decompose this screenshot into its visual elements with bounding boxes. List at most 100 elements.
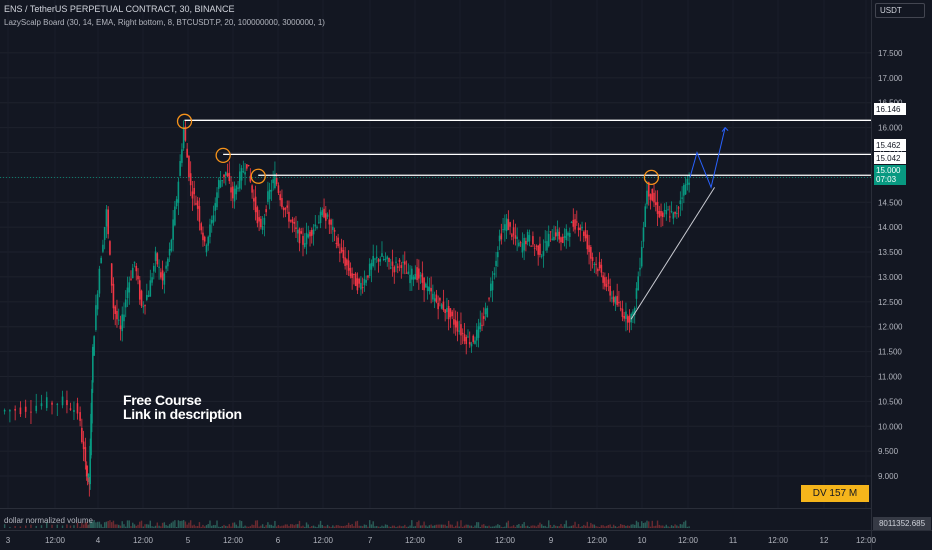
- volume-bar: [586, 521, 589, 528]
- volume-bar: [177, 520, 180, 528]
- candle-body: [230, 187, 232, 193]
- candle-body: [237, 187, 239, 189]
- volume-bar: [353, 526, 355, 528]
- candle-body: [165, 265, 167, 269]
- volume-bar: [116, 524, 118, 528]
- volume-bar: [549, 524, 552, 528]
- volume-bar: [574, 521, 576, 528]
- volume-bar: [323, 526, 325, 528]
- candle-body: [140, 290, 143, 306]
- candle-body: [616, 296, 618, 305]
- candle-body: [370, 262, 373, 270]
- candle-body: [442, 301, 445, 310]
- candle-body: [302, 236, 304, 245]
- volume-bar: [665, 524, 668, 528]
- volume-bar: [209, 520, 211, 528]
- candle-body: [135, 265, 138, 272]
- volume-bar: [225, 525, 227, 528]
- candle-body: [73, 409, 75, 412]
- volume-bar: [121, 521, 123, 528]
- candle-body: [86, 473, 89, 477]
- candle-body: [142, 306, 145, 308]
- candle-body: [447, 306, 450, 320]
- volume-bar: [509, 526, 511, 528]
- volume-bar: [184, 521, 187, 528]
- volume-bar: [581, 526, 583, 528]
- volume-bar: [614, 526, 617, 528]
- candle-body: [205, 245, 208, 253]
- candle-body: [669, 216, 671, 218]
- volume-bar: [340, 525, 343, 528]
- volume-bar: [377, 526, 380, 528]
- candle-body: [160, 272, 162, 278]
- x-tick-label: 12:00: [768, 536, 789, 545]
- volume-bar: [523, 522, 525, 528]
- volume-bar: [370, 524, 373, 528]
- x-tick-label: 12:00: [45, 536, 66, 545]
- candle-body: [296, 229, 299, 234]
- volume-bar: [142, 526, 144, 528]
- x-tick-label: 12:00: [495, 536, 516, 545]
- volume-bar: [451, 524, 453, 528]
- volume-bar: [577, 524, 580, 528]
- volume-bar: [154, 525, 157, 528]
- candle-body: [414, 273, 417, 280]
- candle-body: [460, 324, 462, 336]
- candle-body: [203, 236, 206, 242]
- candle-body: [418, 268, 420, 279]
- volume-bar: [535, 526, 538, 528]
- volume-bar: [307, 524, 309, 528]
- volume-bar: [465, 524, 467, 528]
- candle-body: [549, 231, 552, 233]
- volume-bar: [418, 520, 420, 528]
- candle-body: [386, 256, 389, 259]
- candle-body: [61, 396, 64, 406]
- volume-bar: [133, 524, 136, 528]
- candle-body: [295, 227, 297, 229]
- candle-body: [289, 220, 292, 222]
- indicator-legend[interactable]: LazyScalp Board (30, 14, EMA, Right bott…: [4, 18, 325, 27]
- volume-bar: [300, 526, 302, 528]
- volume-bar: [495, 525, 497, 528]
- candle-body: [495, 260, 497, 267]
- candle-body: [388, 257, 390, 262]
- candle-body: [310, 230, 313, 236]
- candle-body: [465, 336, 468, 345]
- volume-bar: [361, 526, 364, 528]
- volume-bar: [175, 526, 178, 528]
- candle-body: [14, 408, 16, 411]
- candle-body: [521, 243, 524, 253]
- candle-body: [511, 234, 513, 237]
- candle-body: [309, 231, 311, 237]
- candle-body: [233, 188, 236, 202]
- candle-body: [300, 231, 303, 234]
- volume-bar: [321, 525, 324, 528]
- candle-body: [323, 208, 325, 218]
- candle-body: [407, 271, 410, 274]
- candle-body: [558, 231, 561, 240]
- volume-bar: [405, 526, 408, 528]
- volume-bar: [297, 524, 299, 528]
- volume-bar: [363, 524, 366, 528]
- volume-bar: [109, 520, 111, 528]
- volume-bar: [19, 526, 22, 528]
- volume-bar: [584, 525, 587, 528]
- candle-body: [330, 219, 332, 225]
- currency-badge[interactable]: USDT: [875, 3, 925, 18]
- candle-body: [87, 473, 90, 478]
- volume-bar: [533, 525, 536, 528]
- volume-bar: [82, 524, 85, 528]
- volume-bar: [253, 525, 255, 528]
- volume-bar: [463, 525, 466, 528]
- price-tag-level3: 15.042: [874, 152, 906, 164]
- volume-bar: [354, 521, 357, 528]
- volume-bar: [309, 526, 311, 528]
- volume-bar: [198, 522, 201, 528]
- volume-bar: [667, 526, 669, 528]
- candle-body: [670, 211, 673, 213]
- volume-bar: [642, 522, 645, 528]
- volume-bar: [235, 524, 238, 528]
- candle-body: [626, 316, 629, 323]
- candle-body: [274, 173, 276, 189]
